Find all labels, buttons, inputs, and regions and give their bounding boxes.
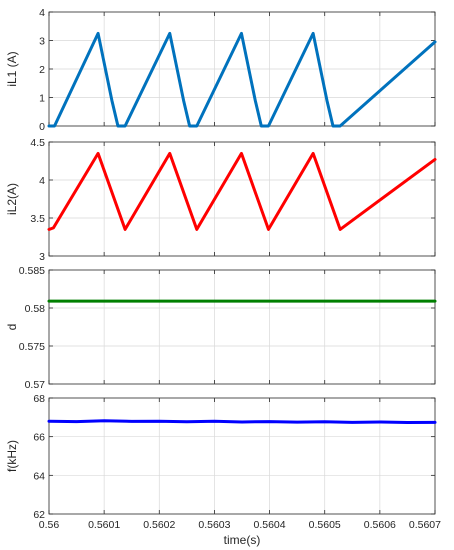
x-tick-label: 0.56	[39, 519, 60, 531]
y-tick-label: 0.585	[19, 265, 45, 277]
y-axis-label: d	[5, 324, 19, 331]
y-tick-label: 64	[33, 470, 45, 482]
y-tick-label: 4	[39, 7, 45, 19]
x-axis-label: time(s)	[224, 533, 261, 547]
y-tick-label: 68	[33, 393, 45, 405]
series-line-4-1	[47, 419, 437, 425]
y-tick-label: 0.58	[25, 303, 46, 315]
y-tick-label: 3	[39, 251, 45, 263]
x-tick-label: 0.5606	[364, 519, 396, 531]
y-tick-label: 4.5	[30, 137, 45, 149]
series-line-1-1	[47, 31, 437, 128]
y-axis-label: iL2(A)	[5, 183, 19, 215]
panel-4: 62 64 66 68 f(kHz) 0.56 0.5601 0.5602 0.5603 0.56…	[5, 393, 441, 547]
y-tick-label: 0.57	[25, 379, 46, 391]
plot-area	[48, 397, 436, 515]
y-tick-label: 0	[39, 121, 45, 133]
panel-1: 0 1 2 3 4 iL1 (A)	[5, 7, 437, 133]
y-tick-label: 4	[39, 175, 45, 187]
x-tick-label: 0.5607	[409, 519, 441, 531]
y-tick-label: 1	[39, 93, 45, 105]
y-tick-label: 2	[39, 64, 45, 76]
x-tick-label: 0.5604	[254, 519, 286, 531]
y-tick-label: 62	[33, 509, 45, 521]
y-tick-label: 3	[39, 36, 45, 48]
x-tick-label: 0.5603	[198, 519, 230, 531]
plot-area	[48, 269, 436, 385]
panel-3: 0.57 0.575 0.58 0.585 d	[5, 265, 437, 391]
x-tick-label: 0.5605	[309, 519, 341, 531]
y-tick-label: 66	[33, 432, 45, 444]
panel-2: 3 3.5 4 4.5 iL2(A)	[5, 137, 437, 263]
y-tick-label: 3.5	[30, 213, 45, 225]
x-tick-label: 0.5601	[88, 519, 120, 531]
y-axis-label: f(kHz)	[5, 440, 19, 472]
series-line-2-1	[47, 151, 437, 231]
y-tick-label: 0.575	[19, 341, 45, 353]
x-tick-label: 0.5602	[143, 519, 175, 531]
y-axis-label: iL1 (A)	[5, 51, 19, 86]
